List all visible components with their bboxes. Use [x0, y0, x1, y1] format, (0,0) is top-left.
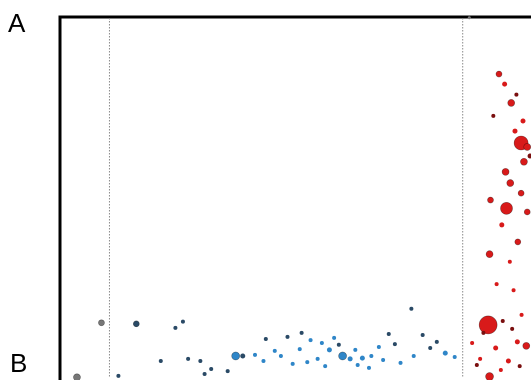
data-point-blue-4 [332, 335, 337, 340]
data-point-blue-17 [290, 361, 295, 366]
data-point-blue_dark-5 [240, 353, 246, 359]
panel-label-a: A [8, 8, 26, 38]
data-point-blue_dark-21 [202, 372, 207, 377]
data-point-blue_dark-15 [434, 339, 439, 344]
data-point-red_dark-2 [527, 153, 531, 159]
data-point-blue-21 [323, 364, 328, 369]
data-points [73, 16, 531, 380]
data-point-blue-7 [347, 356, 353, 362]
data-point-blue-9 [359, 355, 365, 361]
guide-lines [108, 18, 464, 378]
data-point-red-5 [523, 143, 531, 151]
data-point-grey-1 [98, 319, 105, 327]
data-point-red-26 [507, 259, 512, 264]
data-point-blue-18 [297, 347, 302, 352]
data-point-blue_dark-8 [158, 359, 163, 364]
data-point-blue-2 [338, 351, 347, 361]
data-point-blue_dark-10 [225, 369, 230, 374]
data-point-blue_dark-9 [209, 366, 214, 371]
data-point-blue_dark-19 [336, 342, 341, 347]
data-point-red-7 [506, 179, 515, 187]
data-point-grey-2 [73, 373, 81, 380]
data-point-blue_dark-7 [198, 359, 203, 364]
data-point-blue_dark-2 [180, 319, 185, 324]
data-point-red-28 [511, 288, 516, 293]
data-point-blue-3 [326, 347, 332, 353]
data-point-red_dark-5 [500, 318, 505, 323]
data-point-red-8 [520, 157, 528, 166]
data-point-blue-19 [305, 360, 310, 365]
data-point-red-12 [523, 208, 531, 216]
data-point-blue_dark-3 [173, 325, 178, 330]
data-point-blue-12 [381, 357, 386, 362]
data-point-blue-13 [442, 350, 448, 356]
data-point-red_dark-4 [481, 330, 486, 335]
data-point-red-14 [495, 70, 503, 78]
data-point-blue-25 [261, 359, 266, 364]
data-point-red_dark-7 [474, 363, 479, 368]
data-point-red-3 [500, 202, 513, 215]
data-point-blue-27 [411, 353, 416, 358]
data-point-blue_dark-18 [299, 330, 304, 335]
data-point-red-16 [522, 342, 531, 350]
data-point-blue-14 [452, 355, 457, 360]
data-point-red_dark-1 [514, 92, 519, 97]
data-point-blue-1 [231, 351, 240, 361]
data-point-red_dark-6 [510, 326, 515, 331]
data-point-red-17 [514, 339, 520, 345]
data-point-red-24 [512, 128, 518, 134]
data-point-blue-8 [353, 347, 358, 352]
data-point-red_dark-3 [491, 113, 496, 118]
data-point-blue-24 [252, 352, 257, 357]
data-point-red-18 [485, 372, 494, 380]
data-point-blue-6 [308, 338, 313, 343]
data-point-grey-3 [467, 16, 471, 20]
data-point-red-1 [478, 315, 498, 335]
data-point-blue_dark-6 [186, 356, 191, 361]
data-point-blue-16 [272, 348, 277, 353]
data-point-blue-22 [355, 363, 360, 368]
data-point-red-20 [505, 358, 511, 364]
data-point-red-21 [478, 356, 483, 361]
data-point-red-29 [519, 312, 524, 317]
data-point-blue_dark-11 [386, 331, 391, 336]
data-point-red-27 [494, 282, 499, 287]
data-point-red-10 [487, 196, 494, 204]
data-point-blue_dark-12 [392, 342, 397, 347]
data-point-blue-26 [398, 360, 403, 365]
data-point-blue-23 [366, 365, 371, 370]
data-point-red-9 [517, 189, 525, 197]
data-point-red-30 [498, 368, 503, 373]
data-point-red-22 [470, 340, 475, 345]
data-point-blue-10 [369, 353, 374, 358]
data-point-red-13 [485, 250, 494, 258]
data-point-blue_dark-20 [116, 373, 121, 378]
data-point-red-25 [499, 222, 505, 228]
panel-label-b: B [10, 348, 28, 378]
data-point-blue_dark-13 [420, 333, 425, 338]
data-point-blue_dark-1 [133, 320, 140, 328]
data-point-blue_dark-17 [285, 334, 290, 339]
data-point-red_dark-8 [517, 364, 522, 369]
data-point-blue-11 [376, 344, 381, 349]
data-point-blue_dark-14 [428, 346, 433, 351]
data-point-red-4 [507, 99, 516, 107]
data-point-red-19 [493, 345, 499, 351]
data-point-blue-15 [278, 353, 283, 358]
data-point-blue_dark-16 [263, 337, 268, 342]
data-point-blue-20 [315, 356, 320, 361]
data-point-red-11 [514, 238, 522, 246]
data-point-blue-5 [319, 340, 324, 345]
data-point-red-15 [502, 81, 508, 87]
data-point-blue_dark-4 [409, 306, 414, 311]
data-point-red-6 [501, 168, 510, 176]
data-point-red-23 [520, 118, 526, 124]
